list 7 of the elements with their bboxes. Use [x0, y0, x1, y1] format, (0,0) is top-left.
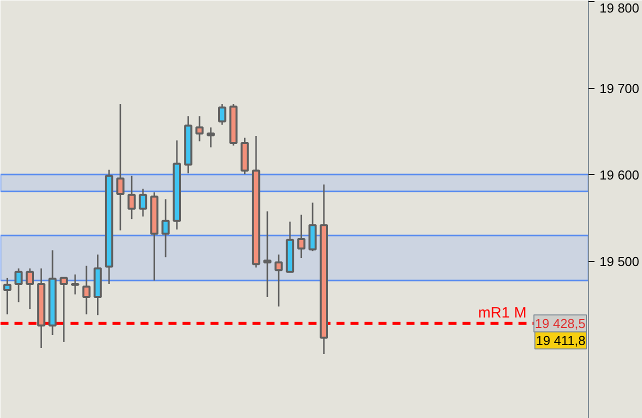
y-tick-label: 19 600	[600, 167, 640, 182]
ref-line-label: mR1 M	[478, 304, 527, 322]
y-tick-label: 19 700	[600, 80, 640, 96]
annotation: 19 428,5	[534, 316, 586, 331]
y-tick-label: 19 500	[600, 254, 640, 269]
annotation: 19 411,8	[536, 332, 586, 348]
y-tick-label: 19 800	[600, 0, 640, 16]
